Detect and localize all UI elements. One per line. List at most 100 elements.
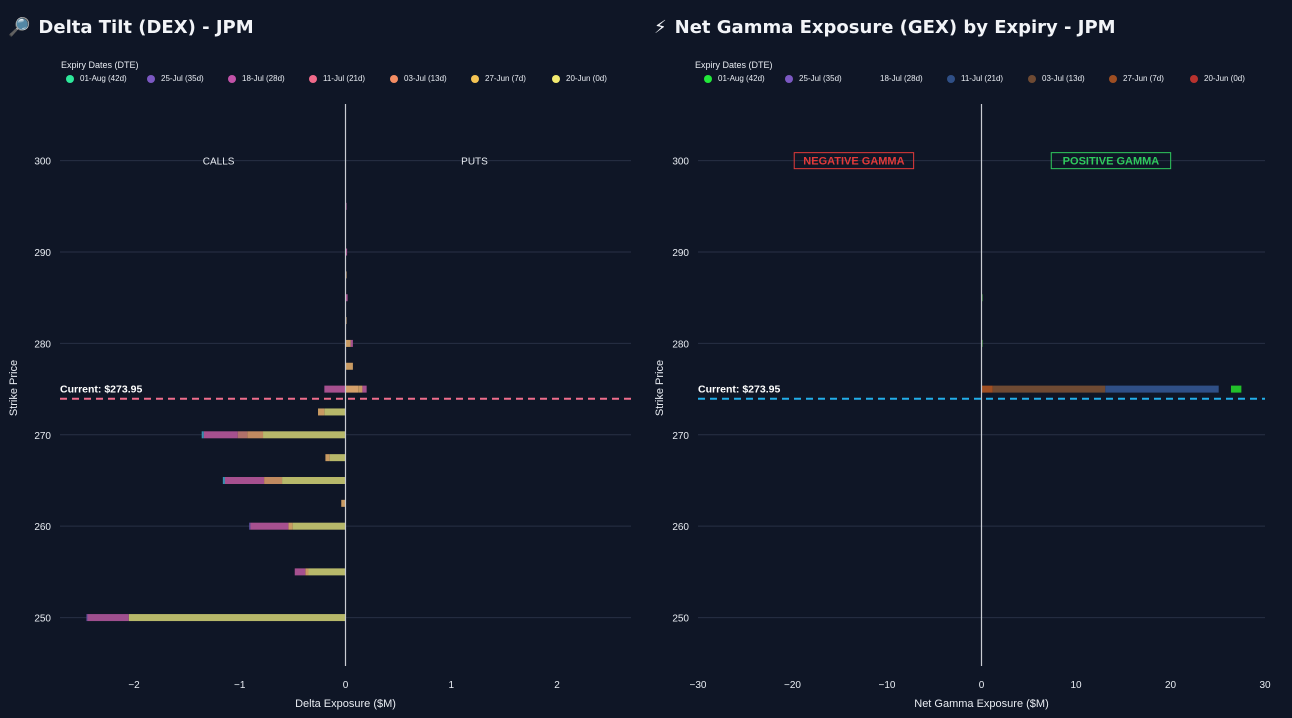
bar-segment[interactable] bbox=[324, 385, 346, 393]
bar-segment[interactable] bbox=[981, 385, 993, 393]
legend-label: 20-Jun (0d) bbox=[566, 74, 607, 83]
bar-segment[interactable] bbox=[305, 568, 309, 576]
bar-segment[interactable] bbox=[329, 454, 346, 462]
bar-segment[interactable] bbox=[264, 476, 283, 484]
bar-segment[interactable] bbox=[1105, 385, 1219, 393]
bar-segment[interactable] bbox=[288, 522, 293, 530]
bar-segment[interactable] bbox=[1230, 385, 1242, 393]
bar-segment[interactable] bbox=[341, 499, 346, 507]
bar-segment[interactable] bbox=[345, 385, 359, 393]
bar-segment[interactable] bbox=[362, 385, 367, 393]
dex-legend-title: Expiry Dates (DTE) bbox=[61, 60, 139, 70]
bar-segment[interactable] bbox=[324, 408, 346, 416]
legend-item[interactable]: 01-Aug (42d) bbox=[704, 74, 785, 83]
bar-segment[interactable] bbox=[350, 339, 353, 347]
bar-segment[interactable] bbox=[247, 431, 264, 439]
bar-segment[interactable] bbox=[86, 614, 88, 622]
x-tick-label: −2 bbox=[128, 680, 140, 691]
legend-item[interactable]: 03-Jul (13d) bbox=[1028, 74, 1109, 83]
legend-item[interactable]: 18-Jul (28d) bbox=[866, 74, 947, 83]
bar-segment[interactable] bbox=[250, 522, 289, 530]
y-tick-label: 290 bbox=[672, 248, 689, 259]
annotation-label: PUTS bbox=[461, 157, 488, 168]
x-tick-label: 1 bbox=[448, 680, 454, 691]
legend-label: 11-Jul (21d) bbox=[961, 74, 1004, 83]
legend-label: 25-Jul (35d) bbox=[799, 74, 842, 83]
bar-segment[interactable] bbox=[308, 568, 346, 576]
legend-item[interactable]: 20-Jun (0d) bbox=[1190, 74, 1271, 83]
x-tick-label: −20 bbox=[784, 680, 801, 691]
bar-segment[interactable] bbox=[292, 522, 346, 530]
bar-segment[interactable] bbox=[222, 476, 225, 484]
y-tick-label: 280 bbox=[672, 339, 689, 350]
bar-segment[interactable] bbox=[325, 454, 330, 462]
legend-item[interactable]: 11-Jul (21d) bbox=[947, 74, 1028, 83]
bar-segment[interactable] bbox=[345, 248, 348, 256]
bar-segment[interactable] bbox=[294, 568, 306, 576]
legend-label: 03-Jul (13d) bbox=[1042, 74, 1085, 83]
legend-item[interactable]: 11-Jul (21d) bbox=[309, 74, 390, 83]
bar-segment[interactable] bbox=[345, 294, 348, 302]
legend-swatch bbox=[704, 74, 712, 83]
legend-item[interactable]: 25-Jul (35d) bbox=[785, 74, 866, 83]
bar-segment[interactable] bbox=[128, 614, 346, 622]
legend-label: 18-Jul (28d) bbox=[242, 74, 285, 83]
bar-segment[interactable] bbox=[992, 385, 1106, 393]
annotation-box bbox=[793, 152, 915, 170]
gex-legend: 01-Aug (42d) 25-Jul (35d) 18-Jul (28d) 11-J… bbox=[704, 74, 1271, 83]
x-tick-label: 2 bbox=[554, 680, 560, 691]
legend-item[interactable]: 25-Jul (35d) bbox=[147, 74, 228, 83]
legend-label: 03-Jul (13d) bbox=[404, 74, 447, 83]
legend-swatch bbox=[947, 74, 955, 83]
y-tick-label: 280 bbox=[34, 339, 51, 350]
x-axis-label: Net Gamma Exposure ($M) bbox=[914, 698, 1048, 710]
legend-swatch bbox=[390, 74, 398, 83]
dex-legend: 01-Aug (42d) 25-Jul (35d) 18-Jul (28d) 11-J… bbox=[66, 74, 633, 83]
x-tick-label: −1 bbox=[234, 680, 246, 691]
legend-item[interactable]: 03-Jul (13d) bbox=[390, 74, 471, 83]
legend-swatch bbox=[228, 74, 236, 83]
annotation-label: CALLS bbox=[203, 157, 235, 168]
legend-item[interactable]: 18-Jul (28d) bbox=[228, 74, 309, 83]
legend-label: 27-Jun (7d) bbox=[1123, 74, 1164, 83]
legend-label: 01-Aug (42d) bbox=[718, 74, 765, 83]
annotation-box bbox=[1050, 152, 1172, 170]
bar-segment[interactable] bbox=[203, 431, 238, 439]
gex-legend-title: Expiry Dates (DTE) bbox=[695, 60, 773, 70]
bar-segment[interactable] bbox=[345, 339, 351, 347]
bar-segment[interactable] bbox=[345, 362, 353, 370]
legend-swatch bbox=[147, 74, 155, 83]
legend-item[interactable]: 27-Jun (7d) bbox=[471, 74, 552, 83]
legend-item[interactable]: 27-Jun (7d) bbox=[1109, 74, 1190, 83]
legend-swatch bbox=[552, 74, 560, 83]
bar-segment[interactable] bbox=[201, 431, 204, 439]
bar-segment[interactable] bbox=[358, 385, 363, 393]
bar-segment[interactable] bbox=[249, 522, 251, 530]
x-tick-label: −30 bbox=[690, 680, 707, 691]
legend-item[interactable]: 20-Jun (0d) bbox=[552, 74, 633, 83]
bar-segment[interactable] bbox=[224, 476, 265, 484]
bar-segment[interactable] bbox=[263, 431, 346, 439]
legend-swatch bbox=[1190, 74, 1198, 83]
bar-segment[interactable] bbox=[87, 614, 129, 622]
dex-panel: 🔎 Delta Tilt (DEX) - JPM Expiry Dates (D… bbox=[8, 17, 633, 710]
legend-item[interactable]: 01-Aug (42d) bbox=[66, 74, 147, 83]
annotation-label: POSITIVE GAMMA bbox=[1063, 156, 1160, 168]
x-tick-label: 20 bbox=[1165, 680, 1177, 691]
bar-segment[interactable] bbox=[318, 408, 325, 416]
x-tick-label: 0 bbox=[343, 680, 349, 691]
y-tick-label: 270 bbox=[672, 431, 689, 442]
legend-swatch bbox=[785, 74, 793, 83]
legend-swatch bbox=[471, 74, 479, 83]
legend-label: 11-Jul (21d) bbox=[323, 74, 366, 83]
bar-segment[interactable] bbox=[282, 476, 346, 484]
annotation-label: NEGATIVE GAMMA bbox=[803, 156, 904, 168]
y-tick-label: 250 bbox=[34, 614, 51, 625]
current-price-label: Current: $273.95 bbox=[698, 384, 780, 396]
bar-segment[interactable] bbox=[237, 431, 248, 439]
y-tick-label: 250 bbox=[672, 614, 689, 625]
current-price-label: Current: $273.95 bbox=[60, 384, 142, 396]
x-axis-label: Delta Exposure ($M) bbox=[295, 698, 396, 710]
y-axis-label: Strike Price bbox=[8, 360, 20, 416]
y-axis-label: Strike Price bbox=[654, 360, 666, 416]
